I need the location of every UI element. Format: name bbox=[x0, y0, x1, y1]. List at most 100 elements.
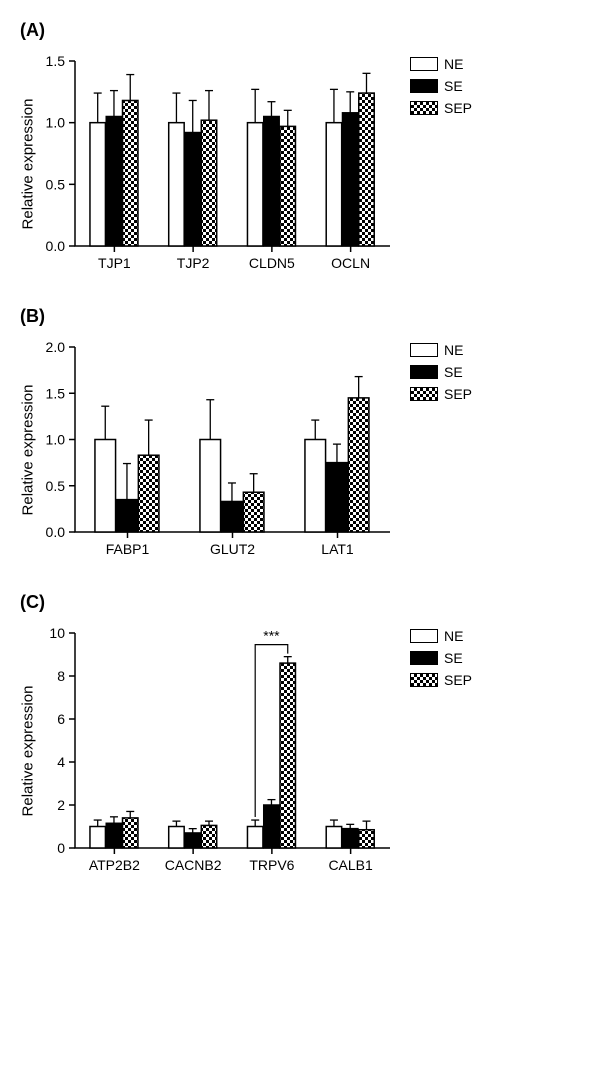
ytick-label: 1.0 bbox=[46, 115, 66, 131]
panel-label: (B) bbox=[20, 306, 580, 327]
bar bbox=[201, 825, 216, 848]
ytick-label: 0.5 bbox=[46, 478, 66, 494]
legend-item: NE bbox=[410, 628, 472, 644]
bar bbox=[359, 830, 374, 848]
bar bbox=[222, 501, 243, 532]
legend-label: SEP bbox=[444, 100, 472, 116]
ytick-label: 1.5 bbox=[46, 53, 66, 69]
bar bbox=[247, 123, 262, 246]
bar bbox=[326, 123, 341, 246]
legend-label: SEP bbox=[444, 672, 472, 688]
panel-A: (A) Relative expression 0.0 0.5 1.0 1.5 TJP1 TJ… bbox=[20, 20, 580, 281]
legend-label: SE bbox=[444, 78, 463, 94]
panel-label: (C) bbox=[20, 592, 580, 613]
legend-item: NE bbox=[410, 56, 472, 72]
bar bbox=[327, 463, 348, 532]
bar bbox=[342, 113, 357, 246]
bar bbox=[264, 805, 279, 848]
category-label: TJP2 bbox=[177, 255, 210, 271]
legend-item: SEP bbox=[410, 100, 472, 116]
y-axis-label: Relative expression bbox=[20, 384, 37, 515]
legend-label: SE bbox=[444, 650, 463, 666]
ytick-label: 10 bbox=[49, 625, 65, 641]
ytick-label: 2.0 bbox=[46, 339, 66, 355]
legend-label: SEP bbox=[444, 386, 472, 402]
ytick-label: 0.5 bbox=[46, 176, 66, 192]
panel-C: (C) Relative expression 0 2 4 6 8 10 ATP2B2 CACNB… bbox=[20, 592, 580, 883]
legend-label: SE bbox=[444, 364, 463, 380]
legend-swatch bbox=[410, 673, 438, 687]
ytick-label: 0 bbox=[57, 840, 65, 856]
bar bbox=[90, 827, 105, 849]
panel-label: (A) bbox=[20, 20, 580, 41]
category-label: GLUT2 bbox=[210, 541, 255, 557]
bar bbox=[243, 492, 264, 532]
legend-label: NE bbox=[444, 342, 463, 358]
legend-item: NE bbox=[410, 342, 472, 358]
legend-item: SEP bbox=[410, 386, 472, 402]
legend: NE SE SEP bbox=[410, 342, 472, 408]
legend-item: SEP bbox=[410, 672, 472, 688]
legend-swatch bbox=[410, 343, 438, 357]
panel-B: (B) Relative expression 0.0 0.5 1.0 1.5 2.0 FAB… bbox=[20, 306, 580, 567]
bar bbox=[247, 827, 262, 849]
legend: NE SE SEP bbox=[410, 628, 472, 694]
category-label: FABP1 bbox=[106, 541, 150, 557]
legend-item: SE bbox=[410, 650, 472, 666]
bar bbox=[169, 827, 184, 849]
bar bbox=[342, 829, 357, 848]
bar bbox=[200, 440, 221, 533]
ytick-label: 1.0 bbox=[46, 432, 66, 448]
legend-swatch bbox=[410, 387, 438, 401]
bar bbox=[280, 663, 295, 848]
category-label: OCLN bbox=[331, 255, 370, 271]
chart-C: 0 2 4 6 8 10 ATP2B2 CACNB2 TRPV6 CALB1 *** bbox=[20, 618, 400, 883]
legend-swatch bbox=[410, 651, 438, 665]
category-label: CALB1 bbox=[328, 857, 373, 873]
bar bbox=[348, 398, 369, 532]
ytick-label: 4 bbox=[57, 754, 65, 770]
y-axis-label: Relative expression bbox=[20, 98, 37, 229]
category-label: CACNB2 bbox=[165, 857, 222, 873]
ytick-label: 6 bbox=[57, 711, 65, 727]
legend: NE SE SEP bbox=[410, 56, 472, 122]
legend-swatch bbox=[410, 365, 438, 379]
ytick-label: 2 bbox=[57, 797, 65, 813]
category-label: TJP1 bbox=[98, 255, 131, 271]
bar bbox=[169, 123, 184, 246]
chart-area: Relative expression 0.0 0.5 1.0 1.5 TJP1 TJP2 C… bbox=[20, 46, 400, 281]
bar bbox=[95, 440, 116, 533]
category-label: ATP2B2 bbox=[89, 857, 140, 873]
category-label: LAT1 bbox=[321, 541, 354, 557]
ytick-label: 1.5 bbox=[46, 385, 66, 401]
ytick-label: 0.0 bbox=[46, 524, 66, 540]
category-label: CLDN5 bbox=[249, 255, 295, 271]
bar bbox=[201, 120, 216, 246]
bar bbox=[305, 440, 326, 533]
legend-swatch bbox=[410, 629, 438, 643]
legend-swatch bbox=[410, 79, 438, 93]
bar bbox=[90, 123, 105, 246]
bar bbox=[106, 117, 121, 247]
legend-label: NE bbox=[444, 628, 463, 644]
bar bbox=[280, 126, 295, 246]
legend-label: NE bbox=[444, 56, 463, 72]
bar bbox=[326, 827, 341, 849]
chart-B: 0.0 0.5 1.0 1.5 2.0 FABP1 GLUT2 LAT1 bbox=[20, 332, 400, 567]
bar bbox=[185, 133, 200, 246]
bar bbox=[359, 93, 374, 246]
legend-item: SE bbox=[410, 78, 472, 94]
ytick-label: 8 bbox=[57, 668, 65, 684]
legend-swatch bbox=[410, 57, 438, 71]
bar bbox=[106, 823, 121, 848]
legend-item: SE bbox=[410, 364, 472, 380]
bar bbox=[117, 500, 138, 532]
significance-label: *** bbox=[263, 628, 280, 644]
ytick-label: 0.0 bbox=[46, 238, 66, 254]
bar bbox=[264, 117, 279, 247]
bar bbox=[138, 455, 159, 532]
category-label: TRPV6 bbox=[249, 857, 294, 873]
y-axis-label: Relative expression bbox=[20, 685, 37, 816]
legend-swatch bbox=[410, 101, 438, 115]
bar bbox=[123, 100, 138, 246]
